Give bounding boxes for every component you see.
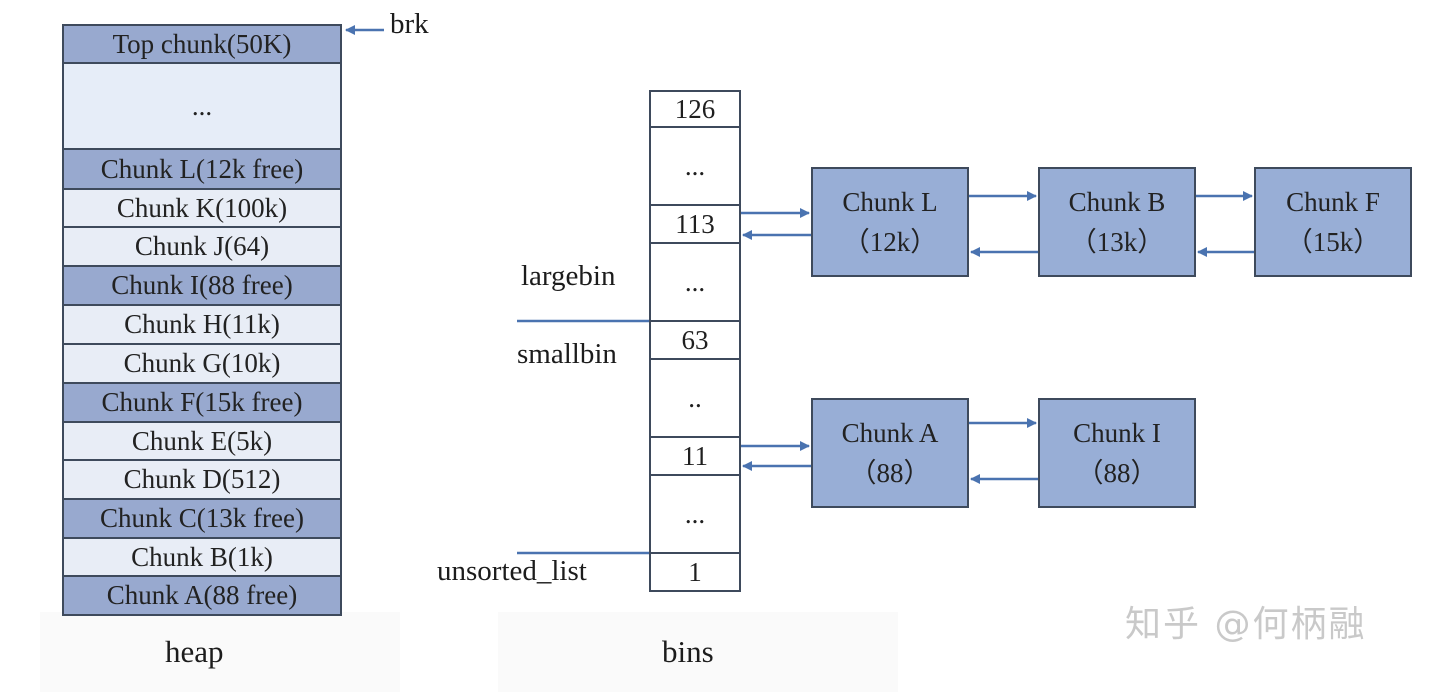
bin-row-11: 11 <box>649 438 741 476</box>
largebin-label: largebin <box>521 260 616 292</box>
heap-row-chunk-l: Chunk L(12k free) <box>62 150 342 190</box>
chunk-node-a: Chunk A （88） <box>811 398 969 508</box>
chunk-node-name: Chunk B <box>1068 187 1166 217</box>
heap-row-chunk-j: Chunk J(64) <box>62 228 342 267</box>
bins-caption: bins <box>662 634 714 669</box>
bins-column: 126 ... 113 ... 63 .. 11 ... 1 <box>649 90 741 592</box>
heap-caption-band <box>40 612 400 692</box>
heap-row-chunk-d: Chunk D(512) <box>62 461 342 500</box>
heap-row-gap: ... <box>62 64 342 150</box>
chunk-node-name: Chunk L <box>842 187 938 217</box>
bin-row-126: 126 <box>649 90 741 128</box>
chunk-node-l: Chunk L （12k） <box>811 167 969 277</box>
chunk-node-name: Chunk A <box>841 418 939 448</box>
heap-row-chunk-e: Chunk E(5k) <box>62 423 342 461</box>
chunk-node-f: Chunk F （15k） <box>1254 167 1412 277</box>
chunk-node-size: （88） <box>1076 458 1158 488</box>
heap-row-chunk-f: Chunk F(15k free) <box>62 384 342 423</box>
bin-row-gap-4: ... <box>649 476 741 554</box>
bins-caption-band <box>498 612 898 692</box>
heap-row-chunk-h: Chunk H(11k) <box>62 306 342 345</box>
heap-row-chunk-c: Chunk C(13k free) <box>62 500 342 539</box>
bin-row-1: 1 <box>649 554 741 592</box>
heap-column: Top chunk(50K) ... Chunk L(12k free) Chu… <box>62 24 342 616</box>
chunk-node-size: （13k） <box>1069 227 1165 257</box>
bin-row-113: 113 <box>649 206 741 244</box>
chunk-node-size: （15k） <box>1285 227 1381 257</box>
bin-row-gap-1: ... <box>649 128 741 206</box>
chunk-node-size: （12k） <box>842 227 938 257</box>
smallbin-label: smallbin <box>517 338 617 370</box>
heap-caption: heap <box>165 634 224 669</box>
heap-row-chunk-i: Chunk I(88 free) <box>62 267 342 306</box>
heap-row-chunk-k: Chunk K(100k) <box>62 190 342 228</box>
heap-row-chunk-b: Chunk B(1k) <box>62 539 342 577</box>
chunk-node-b: Chunk B （13k） <box>1038 167 1196 277</box>
heap-row-top-chunk: Top chunk(50K) <box>62 24 342 64</box>
chunk-node-name: Chunk F <box>1286 187 1380 217</box>
bin-row-gap-2: ... <box>649 244 741 322</box>
watermark: 知乎 @何柄融 <box>1125 604 1367 645</box>
bin-row-gap-3: .. <box>649 360 741 438</box>
brk-label: brk <box>390 8 429 40</box>
chunk-node-name: Chunk I <box>1073 418 1161 448</box>
heap-row-chunk-g: Chunk G(10k) <box>62 345 342 384</box>
chunk-node-size: （88） <box>849 458 931 488</box>
chunk-node-i: Chunk I （88） <box>1038 398 1196 508</box>
unsorted-list-label: unsorted_list <box>437 555 587 587</box>
bin-row-63: 63 <box>649 322 741 360</box>
heap-row-chunk-a: Chunk A(88 free) <box>62 577 342 616</box>
